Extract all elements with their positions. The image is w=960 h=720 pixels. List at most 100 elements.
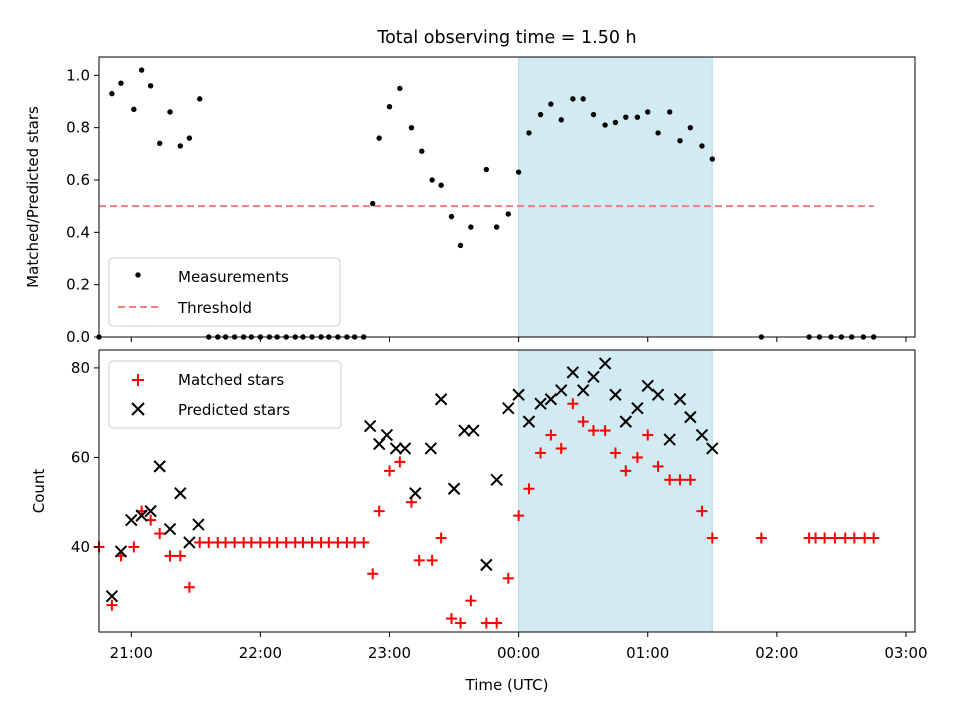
measurement-point: [397, 85, 403, 92]
measurement-point: [580, 96, 586, 102]
highlight-span-bottom: [518, 349, 713, 633]
predicted-star-point: [153, 460, 166, 473]
top-y-ticks: 0.0 0.2 0.4 0.6 0.8 1.0: [66, 66, 99, 346]
bottom-legend-box: [108, 360, 342, 429]
measurement-point: [493, 224, 500, 230]
measurement-point: [634, 114, 641, 120]
predicted-star-point: [114, 545, 128, 558]
measurement-point: [505, 211, 511, 217]
measurement-point: [483, 166, 490, 173]
measurement-point: [468, 224, 474, 230]
measurement-point: [655, 130, 661, 136]
predicted-star-point: [398, 442, 412, 455]
measurement-point: [590, 111, 597, 118]
predicted-star-point: [619, 415, 632, 428]
top-x-ticks: [130, 337, 907, 342]
x-tick-label: 21:00: [110, 644, 153, 662]
predicted-star-point: [598, 357, 612, 370]
measurement-point: [118, 80, 124, 86]
predicted-star-point: [480, 558, 493, 572]
matched-star-point: [545, 429, 557, 441]
matched-star-point: [128, 541, 140, 553]
top-legend-box: [108, 257, 341, 327]
predicted-star-point: [502, 401, 515, 415]
measurement-point: [602, 122, 608, 128]
top-y-axis-label: Matched/Predicted stars: [24, 106, 42, 288]
measurement-point: [386, 104, 393, 110]
predicted-star-point: [706, 442, 719, 455]
measurement-point: [677, 138, 683, 144]
measurement-point: [438, 182, 444, 188]
matched-star-point: [577, 416, 589, 428]
predicted-star-point: [695, 428, 709, 442]
predicted-star-point: [512, 388, 525, 401]
matched-star-point: [829, 532, 841, 544]
matched-star-point: [523, 483, 535, 495]
predicted-star-point: [174, 487, 187, 500]
y-tick-label: 0.0: [66, 328, 90, 346]
matched-star-point: [555, 442, 567, 454]
measurement-point: [612, 119, 619, 126]
bottom-x-ticks: 21:00 22:00 23:00 00:00 01:00 02:00 03:00: [110, 632, 928, 662]
matched-star-point: [755, 532, 767, 544]
x-tick-label: 00:00: [497, 644, 540, 662]
predicted-star-point: [424, 442, 438, 455]
measurement-point: [177, 143, 184, 149]
matched-star-point: [367, 568, 379, 580]
measurement-point: [699, 143, 705, 149]
predicted-star-point: [490, 473, 503, 487]
legend-label-matched: Matched stars: [178, 371, 284, 389]
matched-star-point: [664, 474, 676, 486]
measurement-point: [429, 177, 435, 183]
measurement-point: [197, 96, 203, 102]
y-tick-label: 1.0: [66, 66, 90, 84]
measurement-point: [419, 148, 425, 154]
predicted-star-point: [522, 415, 536, 428]
matched-star-point: [413, 554, 425, 566]
bottom-legend: Matched stars Predicted stars: [108, 360, 342, 429]
measurement-point: [537, 111, 544, 118]
matched-star-point: [535, 447, 547, 459]
measurement-point: [370, 200, 376, 207]
legend-marker-predicted: [131, 402, 145, 416]
y-tick-label: 0.6: [66, 171, 90, 189]
measurement-point: [167, 109, 173, 115]
predicted-star-point: [409, 487, 422, 500]
matched-star-point: [674, 474, 686, 486]
matched-star-point: [599, 425, 611, 437]
y-tick-label: 0.2: [66, 276, 90, 294]
predicted-star-point: [447, 482, 461, 495]
y-tick-label: 80: [71, 359, 90, 377]
y-tick-label: 60: [71, 448, 90, 466]
matched-star-point: [588, 425, 600, 437]
matched-star-point: [480, 617, 492, 629]
x-tick-label: 22:00: [239, 644, 282, 662]
predicted-star-point: [467, 424, 480, 437]
matched-star-point: [491, 617, 503, 629]
predicted-star-point: [587, 370, 600, 384]
top-legend: Measurements Threshold: [108, 257, 341, 327]
measurement-point: [666, 109, 673, 115]
matched-star-point: [106, 599, 118, 611]
matched-star-point: [652, 460, 664, 472]
matched-star-point: [384, 465, 396, 477]
highlight-span-rect: [518, 56, 713, 338]
x-tick-label: 02:00: [755, 644, 798, 662]
matched-star-point: [164, 550, 176, 562]
x-axis-label: Time (UTC): [465, 676, 549, 694]
bottom-panel: 40 60 80 21:00 22:00 23:00 00:00 01:00 02:00 03:…: [30, 349, 928, 694]
top-plot-frame: [98, 56, 916, 338]
measurement-point: [109, 90, 115, 97]
x-tick-label: 23:00: [368, 644, 411, 662]
matched-star-point: [642, 429, 654, 441]
measurement-point: [138, 67, 145, 73]
predicted-star-point: [192, 518, 205, 531]
matched-star-point: [445, 613, 457, 625]
predicted-star-point: [458, 424, 471, 437]
predicted-star-point: [434, 393, 448, 406]
matched-star-point: [373, 505, 385, 517]
predicted-star-point: [380, 428, 394, 442]
matched-star-point: [358, 536, 370, 548]
matched-star-point: [183, 581, 195, 593]
highlight-span-top: [518, 56, 713, 338]
